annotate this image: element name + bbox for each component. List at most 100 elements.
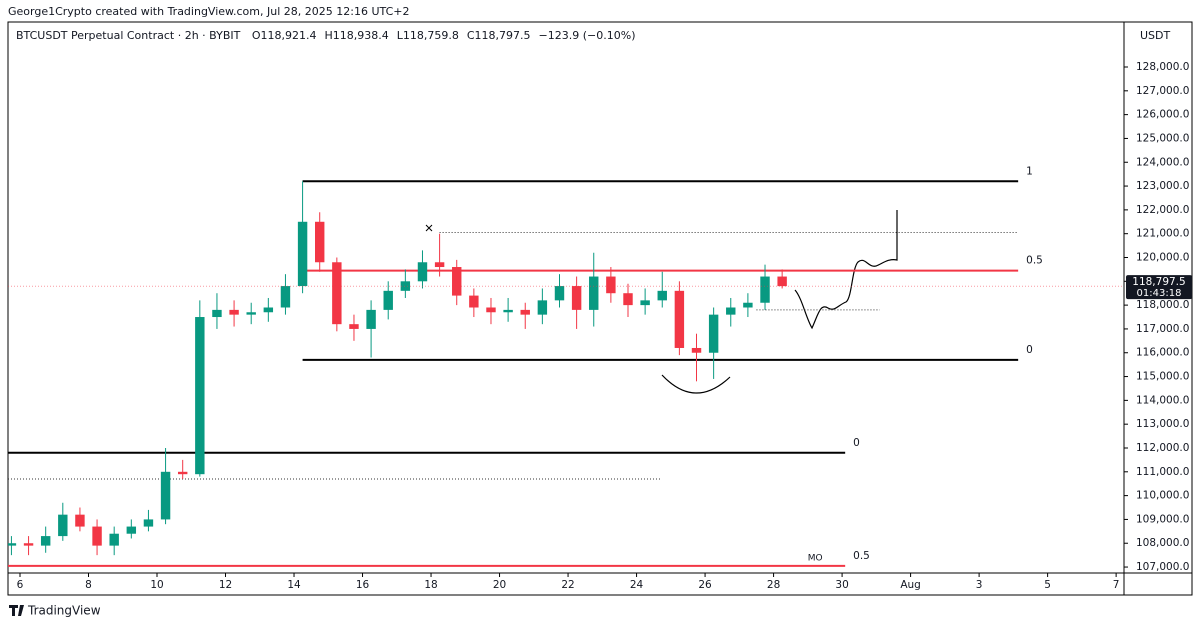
countdown: 01:43:18 bbox=[1137, 288, 1182, 299]
candle-body bbox=[75, 514, 85, 527]
footer: TradingView bbox=[9, 604, 101, 618]
y-tick-label: 114,000.0 bbox=[1136, 394, 1189, 406]
candle-body bbox=[503, 309, 513, 313]
x-tick-label: 28 bbox=[767, 579, 780, 591]
level-label: 0 bbox=[853, 437, 860, 449]
y-tick-label: 126,000.0 bbox=[1136, 109, 1189, 121]
x-marker bbox=[425, 224, 433, 232]
candle-body bbox=[297, 221, 308, 287]
legend-value: −123.9 (−0.10%) bbox=[539, 29, 636, 42]
x-tick-label: 20 bbox=[493, 579, 506, 591]
y-tick-label: 125,000.0 bbox=[1136, 132, 1189, 144]
y-tick-label: 128,000.0 bbox=[1136, 61, 1189, 73]
last-price-label: 118,797.5 bbox=[1132, 276, 1185, 288]
candle-body bbox=[263, 307, 274, 313]
candle-body bbox=[315, 221, 325, 263]
x-tick-label: 24 bbox=[630, 579, 644, 591]
candle-body bbox=[23, 543, 34, 546]
candle-body bbox=[160, 471, 171, 520]
candle-body bbox=[606, 276, 616, 294]
candle-body bbox=[229, 309, 239, 315]
candle-body bbox=[92, 526, 102, 546]
annotation: MO bbox=[808, 553, 823, 563]
header: George1Crypto created with TradingView.c… bbox=[8, 5, 409, 18]
candle-body bbox=[726, 307, 736, 315]
y-tick-label: 120,000.0 bbox=[1136, 251, 1189, 263]
candle-body bbox=[40, 536, 51, 546]
y-tick-label: 110,000.0 bbox=[1136, 490, 1189, 502]
x-tick-label: 26 bbox=[698, 579, 712, 591]
symbol: BTCUSDT Perpetual Contract · 2h · BYBIT bbox=[16, 29, 241, 42]
x-tick-label: 10 bbox=[150, 579, 163, 591]
candle-body bbox=[691, 347, 702, 353]
level-label: 0 bbox=[1026, 344, 1033, 356]
x-tick-label: 22 bbox=[561, 579, 574, 591]
candle-body bbox=[212, 309, 222, 318]
candle-body bbox=[383, 290, 393, 310]
candle-body bbox=[674, 290, 685, 348]
candle-body bbox=[589, 276, 599, 310]
projected-path bbox=[794, 210, 898, 330]
candle-body bbox=[554, 286, 565, 301]
level-label: 0.5 bbox=[853, 550, 870, 562]
y-tick-label: 112,000.0 bbox=[1136, 442, 1189, 454]
last-price-box bbox=[1126, 275, 1192, 300]
candle-body bbox=[760, 276, 770, 303]
candle-body bbox=[452, 267, 462, 296]
y-tick-label: 123,000.0 bbox=[1136, 180, 1189, 192]
level-label: 1 bbox=[1026, 165, 1033, 177]
y-tick-label: 116,000.0 bbox=[1136, 347, 1189, 359]
footer-brand: TradingView bbox=[27, 604, 101, 618]
y-tick-label: 124,000.0 bbox=[1136, 156, 1189, 168]
candle-body bbox=[640, 300, 650, 306]
candle-body bbox=[332, 262, 342, 325]
legend-value: O118,921.4 bbox=[252, 29, 317, 42]
candle-body bbox=[537, 300, 548, 315]
candle-body bbox=[417, 262, 428, 282]
y-tick-label: 115,000.0 bbox=[1136, 371, 1189, 383]
candle-body bbox=[126, 526, 137, 534]
candle-body bbox=[571, 286, 582, 310]
x-tick-label: 12 bbox=[219, 579, 232, 591]
candle-body bbox=[400, 281, 411, 291]
x-tick-label: 16 bbox=[356, 579, 370, 591]
x-tick-label: Aug bbox=[900, 579, 921, 591]
y-tick-label: 122,000.0 bbox=[1136, 204, 1189, 216]
tv-logo bbox=[9, 605, 24, 616]
x-tick-label: 3 bbox=[976, 579, 983, 591]
y-tick-label: 118,000.0 bbox=[1136, 299, 1189, 311]
candle-body bbox=[777, 276, 787, 287]
legend-value: L118,759.8 bbox=[397, 29, 459, 42]
candle-body bbox=[486, 307, 496, 313]
legend: BTCUSDT Perpetual Contract · 2h · BYBIT … bbox=[16, 29, 636, 42]
y-tick-label: 107,000.0 bbox=[1136, 561, 1189, 573]
candle-body bbox=[8, 543, 17, 546]
y-tick-label: 117,000.0 bbox=[1136, 323, 1189, 335]
candle-body bbox=[349, 324, 359, 329]
y-tick-label: 127,000.0 bbox=[1136, 85, 1189, 97]
candle-body bbox=[177, 471, 188, 475]
candle-body bbox=[58, 514, 68, 537]
legend-value: C118,797.5 bbox=[467, 29, 531, 42]
x-tick-label: 5 bbox=[1044, 579, 1051, 591]
candle-body bbox=[195, 317, 205, 475]
x-tick-label: 18 bbox=[424, 579, 437, 591]
legend-value: H118,938.4 bbox=[324, 29, 388, 42]
candle-body bbox=[434, 262, 445, 268]
candle-body bbox=[657, 290, 667, 301]
candle-body bbox=[109, 533, 119, 546]
x-tick-label: 7 bbox=[1113, 579, 1120, 591]
x-tick-label: 14 bbox=[287, 579, 301, 591]
plot-area bbox=[8, 180, 1124, 567]
x-tick-label: 6 bbox=[17, 579, 24, 591]
candle-body bbox=[708, 314, 719, 353]
candle-body bbox=[520, 309, 530, 315]
y-tick-label: 109,000.0 bbox=[1136, 513, 1189, 525]
candle-body bbox=[366, 309, 376, 329]
y-tick-label: 108,000.0 bbox=[1136, 537, 1189, 549]
candle-body bbox=[280, 286, 291, 308]
candle-body bbox=[743, 302, 753, 308]
candle-body bbox=[143, 519, 154, 527]
